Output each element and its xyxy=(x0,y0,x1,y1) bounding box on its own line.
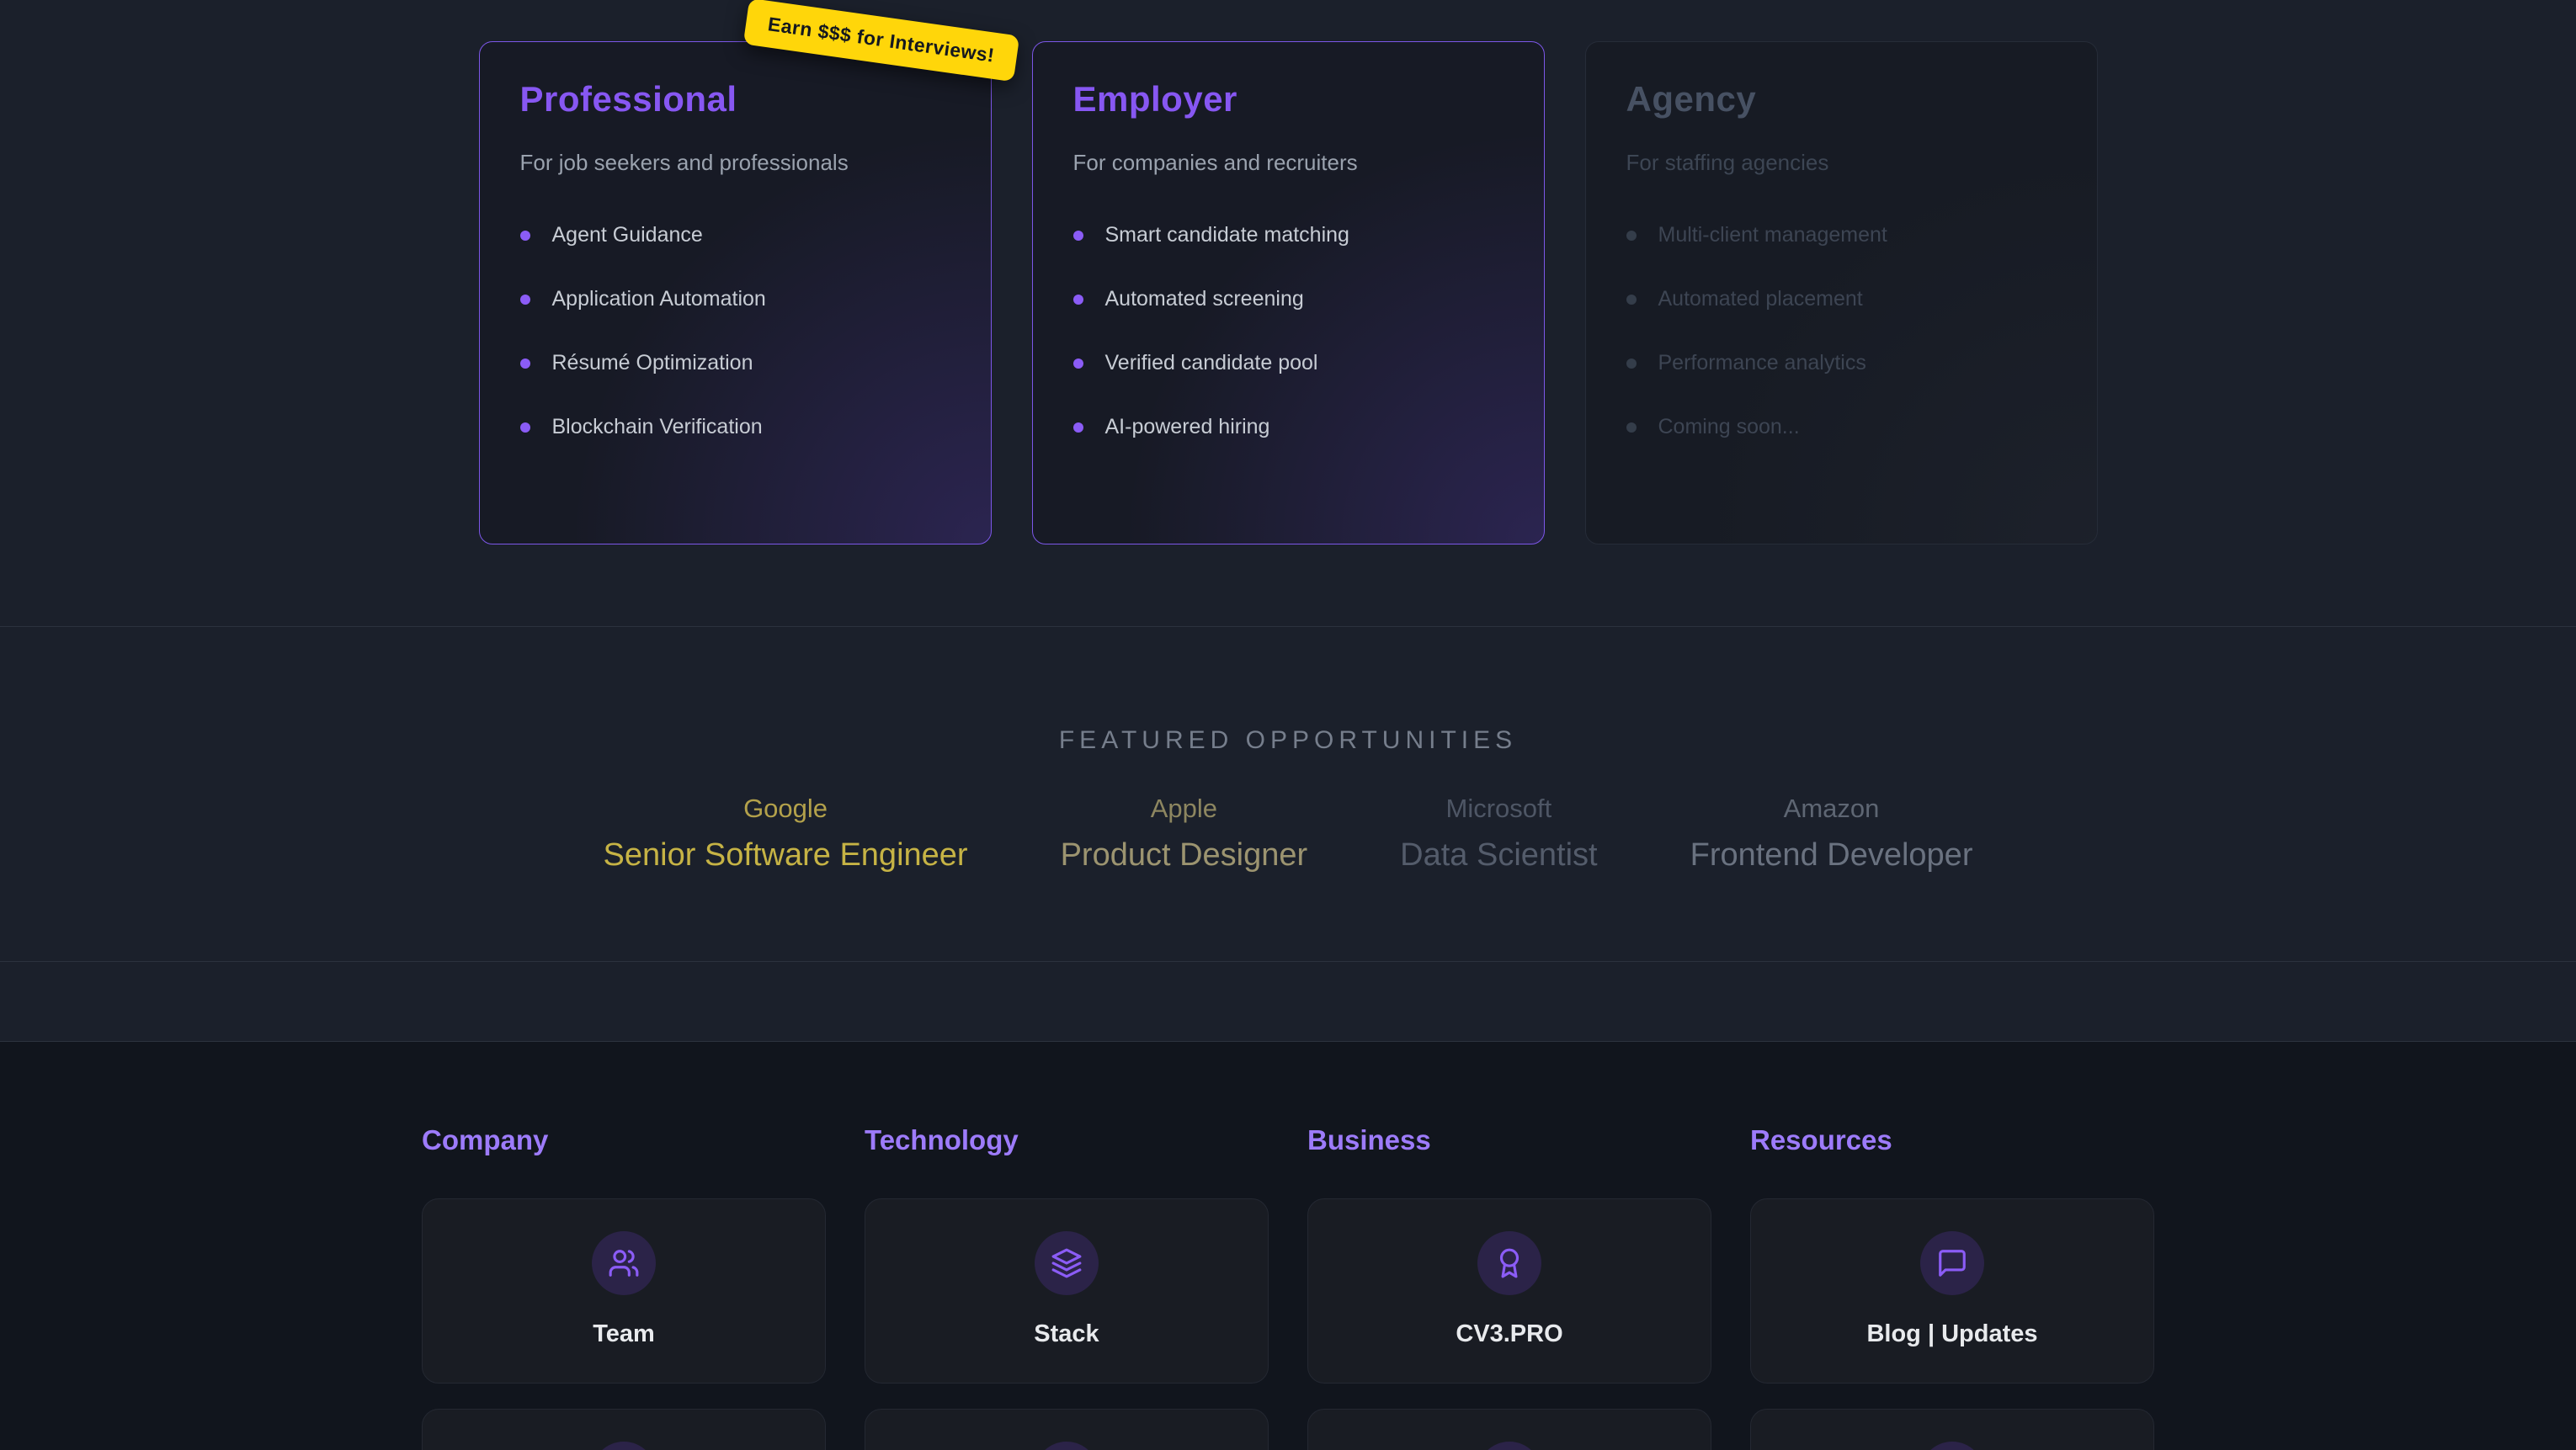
plan-feature: AI-powered hiring xyxy=(1072,415,1504,439)
message-square-icon xyxy=(1920,1231,1984,1295)
plan-cards-row: Professional For job seekers and profess… xyxy=(0,0,2576,544)
featured-job-microsoft[interactable]: Microsoft Data Scientist xyxy=(1400,794,1597,874)
plan-feature: Verified candidate pool xyxy=(1072,351,1504,375)
feature-label: AI-powered hiring xyxy=(1104,415,1270,438)
users-icon xyxy=(592,1231,656,1295)
footer-column-technology: Technology Stack xyxy=(865,1124,1269,1450)
feature-label: Résumé Optimization xyxy=(551,351,753,374)
award-icon xyxy=(1477,1231,1541,1295)
footer-card-label: Stack xyxy=(1034,1320,1099,1347)
plan-feature: Application Automation xyxy=(519,287,950,311)
bullet-dot-icon xyxy=(519,294,530,305)
plan-subtitle: For companies and recruiters xyxy=(1072,150,1358,175)
footer-card-partial[interactable] xyxy=(1750,1409,2154,1450)
layers-icon xyxy=(1035,1231,1099,1295)
plan-feature: Agent Guidance xyxy=(519,223,950,247)
footer-card-label: Blog | Updates xyxy=(1866,1320,2038,1347)
plan-feature: Blockchain Verification xyxy=(519,415,950,439)
plan-feature: Coming soon... xyxy=(1626,415,2057,439)
featured-jobs-carousel: Google Senior Software Engineer Apple Pr… xyxy=(0,794,2576,874)
feature-label: Smart candidate matching xyxy=(1104,223,1349,247)
feature-label: Verified candidate pool xyxy=(1104,351,1318,374)
feature-label: Coming soon... xyxy=(1658,415,1800,438)
bullet-dot-icon xyxy=(1626,422,1637,433)
bullet-dot-icon xyxy=(519,422,530,433)
footer-column-company: Company Team xyxy=(422,1124,826,1450)
plan-feature-list: Smart candidate matching Automated scree… xyxy=(1072,223,1504,439)
feature-label: Agent Guidance xyxy=(551,223,703,247)
footer-card-icon xyxy=(1035,1442,1099,1450)
bullet-dot-icon xyxy=(519,230,530,241)
footer-column-heading: Business xyxy=(1307,1124,1431,1155)
footer-column-heading: Company xyxy=(422,1124,549,1155)
footer-card-partial[interactable] xyxy=(865,1409,1269,1450)
job-title: Data Scientist xyxy=(1400,837,1598,873)
footer-card-stack[interactable]: Stack xyxy=(865,1198,1269,1384)
plans-section: Earn $$$ for Interviews! Professional Fo… xyxy=(0,0,2576,627)
footer-card-team[interactable]: Team xyxy=(422,1198,826,1384)
plan-feature-list: Agent Guidance Application Automation Ré… xyxy=(519,223,950,439)
plan-subtitle: For staffing agencies xyxy=(1626,150,1829,175)
feature-label: Automated screening xyxy=(1104,287,1304,311)
feature-label: Automated placement xyxy=(1658,287,1863,311)
plan-feature: Automated placement xyxy=(1626,287,2057,311)
feature-label: Blockchain Verification xyxy=(551,415,763,438)
plan-feature: Performance analytics xyxy=(1626,351,2057,375)
footer-card-icon xyxy=(1477,1442,1541,1450)
footer-column-business: Business CV3.PRO xyxy=(1307,1124,1711,1450)
featured-job-amazon[interactable]: Amazon Frontend Developer xyxy=(1690,794,1973,874)
featured-opportunities-section: FEATURED OPPORTUNITIES Google Senior Sof… xyxy=(0,627,2576,962)
featured-job-apple[interactable]: Apple Product Designer xyxy=(1061,794,1308,874)
plan-feature: Multi-client management xyxy=(1626,223,2057,247)
footer-card-label: CV3.PRO xyxy=(1456,1320,1563,1347)
footer-column-resources: Resources Blog | Updates xyxy=(1750,1124,2154,1450)
job-company: Google xyxy=(743,794,828,823)
plan-card-professional[interactable]: Professional For job seekers and profess… xyxy=(478,41,992,544)
job-title: Frontend Developer xyxy=(1690,837,1973,873)
featured-heading: FEATURED OPPORTUNITIES xyxy=(1058,726,1518,754)
footer-card-icon xyxy=(592,1442,656,1450)
plan-feature: Résumé Optimization xyxy=(519,351,950,375)
footer-card-partial[interactable] xyxy=(422,1409,826,1450)
bullet-dot-icon xyxy=(1626,358,1637,369)
plan-title: Professional xyxy=(519,79,737,119)
footer-column-heading: Technology xyxy=(865,1124,1019,1155)
feature-label: Application Automation xyxy=(551,287,766,311)
plan-feature: Automated screening xyxy=(1072,287,1504,311)
bullet-dot-icon xyxy=(1626,294,1637,305)
footer-card-label: Team xyxy=(593,1320,655,1347)
feature-label: Performance analytics xyxy=(1658,351,1866,374)
job-company: Microsoft xyxy=(1445,794,1552,823)
section-spacer xyxy=(0,962,2576,1042)
plan-card-agency: Agency For staffing agencies Multi-clien… xyxy=(1584,41,2098,544)
featured-job-google[interactable]: Google Senior Software Engineer xyxy=(604,794,968,874)
bullet-dot-icon xyxy=(1626,230,1637,241)
footer-column-heading: Resources xyxy=(1750,1124,1892,1155)
bullet-dot-icon xyxy=(1072,294,1083,305)
plan-feature: Smart candidate matching xyxy=(1072,223,1504,247)
bullet-dot-icon xyxy=(519,358,530,369)
footer-card-icon xyxy=(1920,1442,1984,1450)
footer-grid: Company Team Technology Stack xyxy=(0,1124,2576,1450)
plan-feature-list: Multi-client management Automated placem… xyxy=(1626,223,2057,439)
footer-card-blog[interactable]: Blog | Updates xyxy=(1750,1198,2154,1384)
job-title: Product Designer xyxy=(1060,837,1308,873)
feature-label: Multi-client management xyxy=(1658,223,1887,247)
bullet-dot-icon xyxy=(1072,230,1083,241)
plan-subtitle: For job seekers and professionals xyxy=(519,150,849,175)
job-title: Senior Software Engineer xyxy=(603,837,968,873)
bullet-dot-icon xyxy=(1072,358,1083,369)
plan-title: Employer xyxy=(1072,79,1237,119)
job-company: Amazon xyxy=(1783,794,1880,823)
plan-card-employer[interactable]: Employer For companies and recruiters Sm… xyxy=(1031,41,1545,544)
site-footer: Company Team Technology Stack xyxy=(0,1042,2576,1450)
job-company: Apple xyxy=(1150,794,1217,823)
bullet-dot-icon xyxy=(1072,422,1083,433)
footer-card-cv3pro[interactable]: CV3.PRO xyxy=(1307,1198,1711,1384)
plan-title: Agency xyxy=(1626,79,1757,119)
footer-card-partial[interactable] xyxy=(1307,1409,1711,1450)
